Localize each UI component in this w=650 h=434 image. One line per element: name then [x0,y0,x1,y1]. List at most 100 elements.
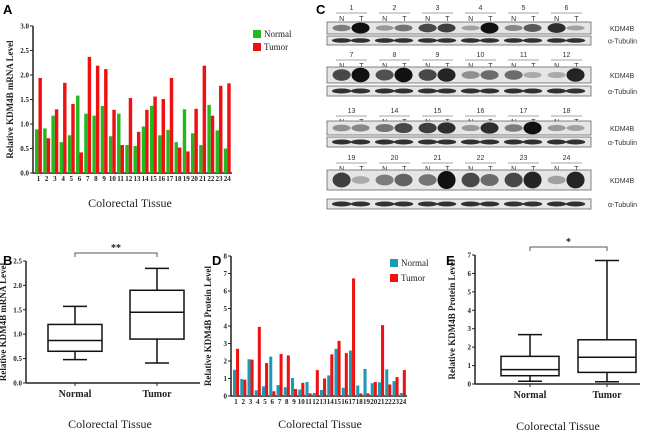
tubulin-band [546,38,567,43]
kdm4b-band [332,69,351,81]
bar-tumor [337,340,341,396]
tubulin-band [460,88,481,94]
bar-normal [276,385,280,396]
x-tick-label: Normal [59,389,92,400]
box-iqr [500,355,560,377]
bar-normal [363,368,367,396]
sample-number: 3 [436,5,440,12]
x-tick-label: 14 [327,398,335,406]
kdm4b-band [437,68,456,82]
lane-label: T [359,16,364,23]
kdm4b-band [351,67,370,83]
tubulin-band [460,201,481,207]
tubulin-band [374,139,395,145]
sample-number: 15 [434,108,442,115]
kdm4b-band [418,69,437,81]
y-tick-label: 0.5 [20,145,29,153]
tubulin-band [460,38,481,43]
bar-normal [51,115,55,173]
lane-label: T [402,63,407,70]
x-tick-label: 3 [249,398,253,406]
y-tick-label: 5 [224,305,228,313]
kdm4b-band [375,69,394,81]
y-tick-label: 2 [224,358,228,366]
sample-number: 7 [350,52,354,59]
tubulin-row-label: α-Tubulin [608,39,637,46]
x-tick-label: 9 [102,175,106,183]
y-tick-label: 4 [468,307,472,315]
bar-normal [76,95,80,173]
tubulin-band [331,88,352,94]
x-tick-label: Normal [514,390,547,401]
lane-label: N [468,63,473,70]
x-tick-label: 11 [305,398,312,406]
x-tick-label: 19 [363,398,371,406]
y-tick-label: 2 [468,344,472,352]
y-tick-label: 1.0 [13,331,22,339]
kdm4b-band [461,172,480,188]
kdm4b-band [351,22,370,34]
tubulin-band [522,201,543,207]
bar-tumor [46,138,51,173]
sample-number: 21 [434,155,442,162]
kdm4b-band [394,173,413,187]
bar-normal [291,377,295,396]
panel-label-e: E [446,253,455,268]
x-tick-label: 22 [207,175,215,183]
bar-normal [385,369,389,396]
bar-tumor [323,378,327,396]
bar-tumor [301,382,305,396]
bar-normal [215,130,220,173]
y-tick-label: 1 [224,375,228,383]
y-tick-label: 1 [468,362,472,370]
y-tick-label: 3 [468,325,472,333]
bar-tumor [210,115,215,173]
bar-tumor [161,99,166,173]
x-tick-label: Tumor [592,390,622,401]
tubulin-band [522,139,543,145]
bar-tumor [202,65,207,173]
kdm4b-band [461,124,480,132]
bar-tumor [95,65,100,173]
kdm4b-band [375,124,394,132]
bar-normal [100,105,105,173]
sample-number: 11 [520,52,527,59]
x-tick-label: 15 [150,175,158,183]
x-tick-label: 11 [117,175,124,183]
tubulin-band [479,139,500,145]
bar-normal [43,128,47,173]
bar-tumor [344,353,348,396]
legend-swatch-tumor [253,43,261,51]
kdm4b-band [437,23,456,33]
kdm4b-blot [326,120,592,136]
bar-normal [35,129,39,173]
sample-number: 18 [563,108,571,115]
tubulin-band [565,38,586,43]
tubulin-band [546,88,567,94]
kdm4b-band [461,71,480,79]
kdm4b-band [418,174,437,186]
kdm4b-row-label: KDM4B [610,178,634,185]
kdm4b-band [480,174,499,186]
sample-number: 22 [477,155,485,162]
y-tick-label: 7 [224,270,228,278]
bar-tumor [145,109,149,173]
bar-tumor [315,370,319,396]
tubulin-band [417,38,438,43]
lane-label: N [468,166,473,173]
bar-normal [117,113,121,173]
kdm4b-band [566,25,585,31]
kdm4b-band [480,70,499,80]
lane-label: N [425,16,430,23]
bar-tumor [286,355,290,396]
y-axis-label: Relative KDM4B Protein Level [203,265,213,386]
bar-normal [108,136,113,173]
x-tick-label: 2 [242,398,246,406]
sample-number: 24 [563,155,571,162]
lane-label: N [554,16,559,23]
kdm4b-band [351,176,370,184]
bar-tumor [359,393,363,396]
tubulin-band [374,38,395,43]
bar-normal [84,113,88,173]
legend-label-tumor: Tumor [401,273,425,283]
